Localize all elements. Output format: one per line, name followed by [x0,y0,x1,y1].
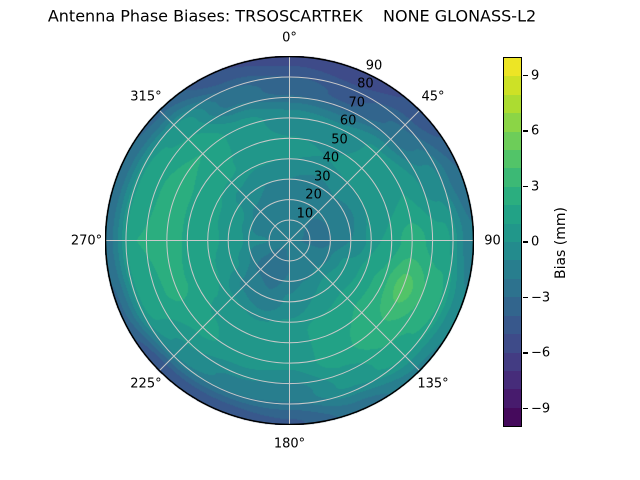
colorbar-band [504,223,521,243]
colorbar-tick-label: 0 [531,234,540,250]
theta-gridline [289,240,420,371]
colorbar-band [504,94,521,114]
radial-tick-label: 30 [313,169,331,185]
colorbar-band [504,131,521,151]
colorbar-tick [523,352,528,354]
colorbar-tick [523,185,528,188]
colorbar-tick [523,74,528,77]
colorbar-axis-label: Bias (mm) [553,206,569,280]
colorbar-band [504,113,521,132]
colorbar-tick [523,296,528,299]
theta-tick-label: 90 [484,233,501,248]
colorbar-band [504,76,521,95]
colorbar-band [504,352,521,371]
colorbar-tick [523,130,528,132]
colorbar-band [504,242,521,261]
radial-tick-label: 90 [365,58,383,74]
colorbar-band [504,186,521,206]
radial-tick-label: 20 [305,187,322,203]
colorbar-band [504,260,521,279]
colorbar-band [504,205,521,224]
radial-tick-label: 60 [339,113,357,129]
theta-tick-label: 135° [417,376,449,392]
colorbar-band [504,168,521,187]
theta-gridline [159,240,290,371]
theta-tick-label: 180° [273,436,306,451]
colorbar-band [504,334,521,353]
colorbar-band [504,278,521,298]
theta-tick-label: 315° [130,89,162,105]
chart-title: Antenna Phase Biases: TRSOSCARTREK NONE … [47,6,537,26]
colorbar-tick-label: −3 [531,290,551,305]
colorbar-tick-label: 9 [531,68,540,83]
radial-tick-label: 40 [322,150,340,166]
theta-tick-label: 0° [282,30,297,45]
polar-grid [105,56,474,425]
radial-tick-label: 80 [357,76,374,92]
colorbar-band [504,370,521,390]
theta-tick-label: 225° [130,376,162,392]
colorbar-tick-label: 6 [531,123,540,139]
radial-tick-label: 50 [331,132,348,148]
theta-tick-label: 45° [421,89,445,105]
colorbar [503,57,522,427]
radial-tick-label: 10 [296,206,314,222]
radial-tick-label: 70 [348,95,366,111]
polar-spine [105,56,474,425]
colorbar-band [504,315,521,335]
theta-tick-label: 270° [70,233,103,248]
colorbar-band [504,58,521,77]
theta-gridline [159,110,290,241]
colorbar-band [504,150,521,169]
theta-gridline [289,110,420,241]
colorbar-tick [523,407,528,410]
colorbar-band [504,389,521,408]
colorbar-band [504,297,521,316]
colorbar-band [504,407,521,427]
colorbar-tick-label: −6 [531,345,551,361]
colorbar-tick-label: −9 [531,401,551,416]
colorbar-tick [523,241,528,243]
colorbar-tick-label: 3 [531,179,540,194]
